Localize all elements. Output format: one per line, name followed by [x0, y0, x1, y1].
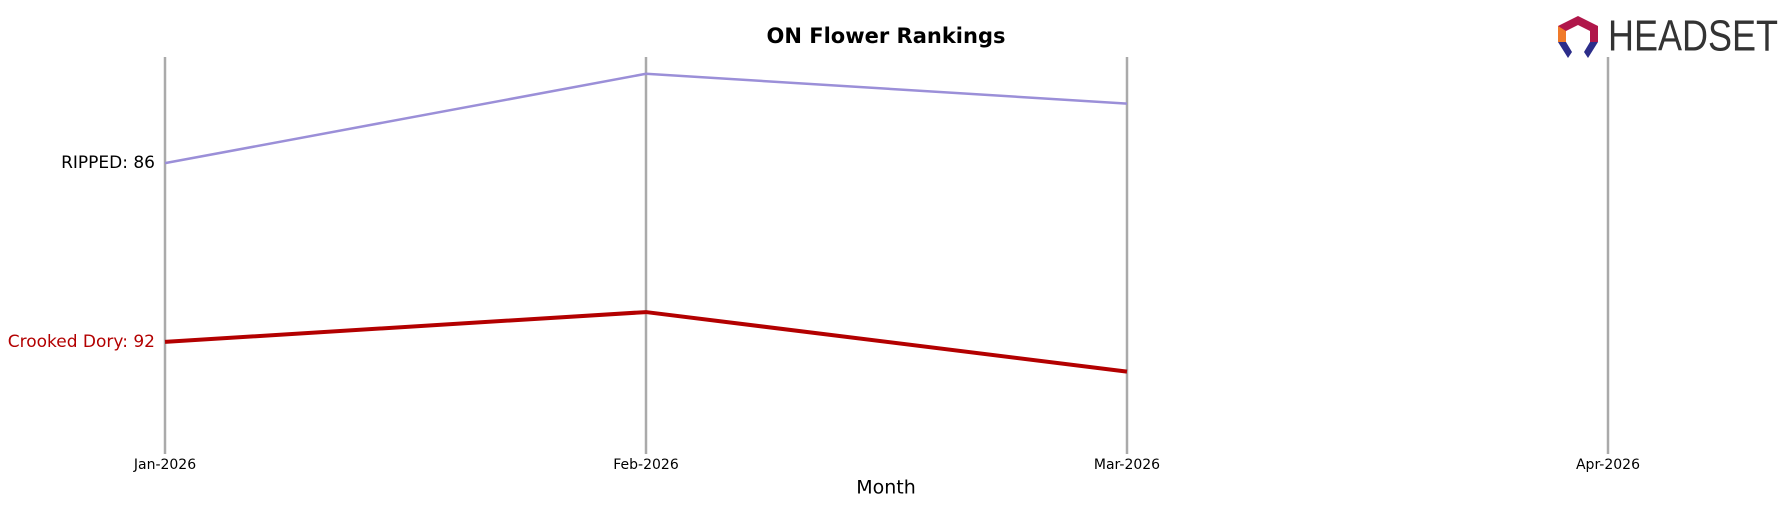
logo-icon-part	[1558, 26, 1566, 42]
x-axis-label: Month	[856, 477, 916, 499]
series-line	[164, 72, 1128, 165]
logo-text: HEADSET	[1608, 12, 1778, 61]
x-tick-label: Feb-2026	[613, 457, 679, 473]
logo: HEADSET	[1558, 12, 1778, 61]
x-tick-label: Apr-2026	[1576, 457, 1640, 473]
logo-icon-part	[1558, 42, 1572, 58]
x-tick-label: Mar-2026	[1094, 457, 1160, 473]
logo-icon-part	[1584, 42, 1598, 58]
value-label: Crooked Dory: 92	[8, 332, 155, 352]
logo-icon	[1558, 16, 1598, 42]
x-tick-label: Jan-2026	[133, 457, 196, 473]
chart-title: ON Flower Rankings	[767, 24, 1006, 48]
value-label: RIPPED: 86	[61, 153, 155, 173]
series-line	[164, 310, 1128, 374]
